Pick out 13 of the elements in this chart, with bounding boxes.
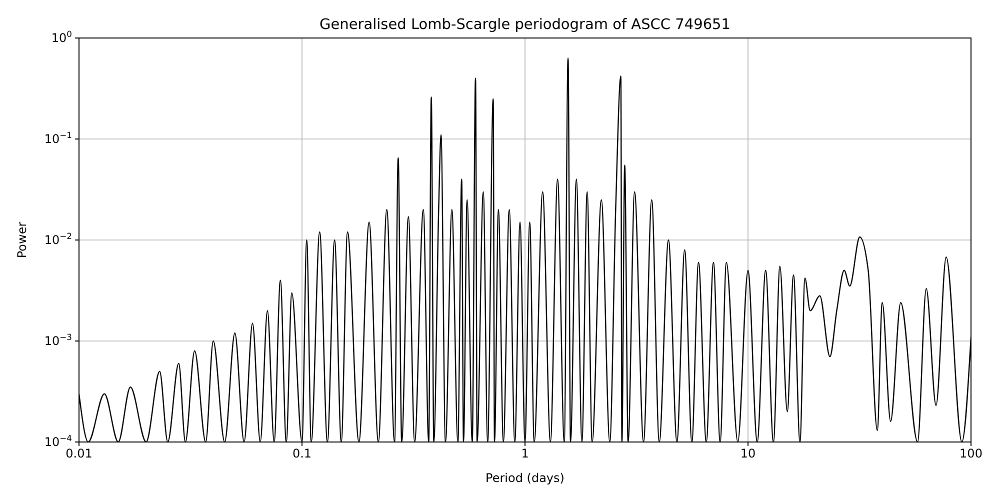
y-tick-label: 10$^{0}$ — [51, 28, 72, 45]
y-axis-title: Power — [15, 222, 29, 258]
x-tick-label: 0.1 — [292, 446, 312, 461]
x-tick-label: 10 — [740, 446, 756, 461]
x-tick-label: 1 — [521, 446, 529, 461]
chart-title: Generalised Lomb-Scargle periodogram of ASCC 749651 — [319, 17, 731, 33]
x-tick-label: 100 — [960, 446, 982, 461]
y-tick-label: 10$^{−2}$ — [44, 230, 72, 247]
y-tick-label: 10$^{−1}$ — [44, 130, 72, 146]
x-tick-label: 0.01 — [66, 446, 92, 461]
y-tick-label: 10$^{−3}$ — [44, 332, 72, 348]
y-tick-label: 10$^{−4}$ — [44, 432, 72, 449]
x-axis-title: Period (days) — [486, 471, 564, 485]
